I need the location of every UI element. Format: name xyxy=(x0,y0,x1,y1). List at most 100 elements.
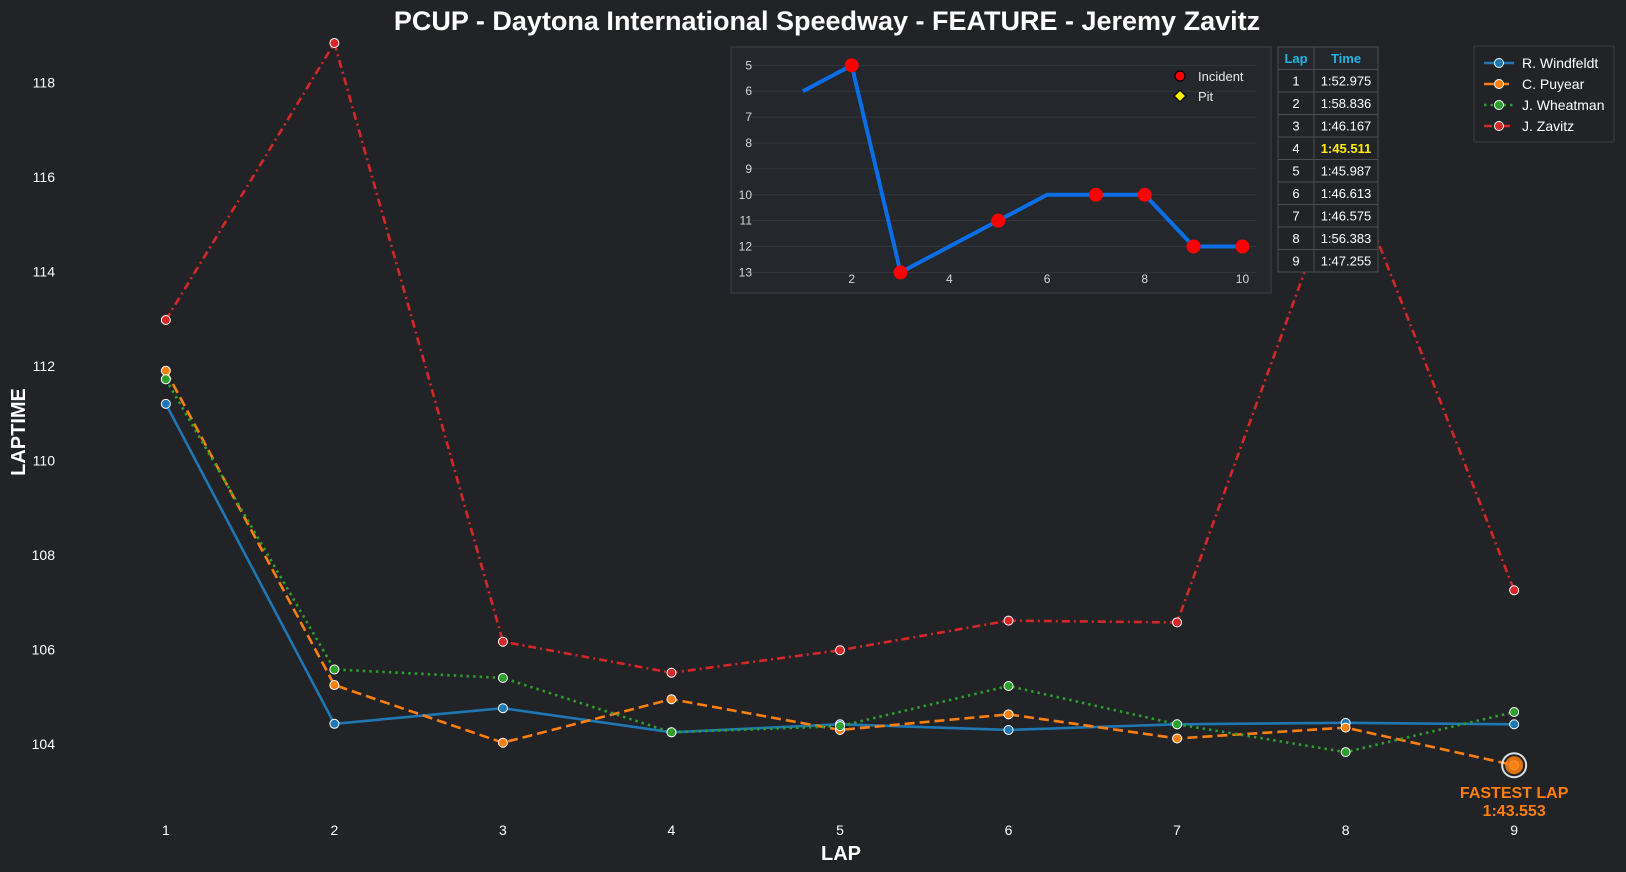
data-point xyxy=(1172,719,1183,730)
x-tick-label: 1 xyxy=(162,822,170,838)
inset-y-tick: 11 xyxy=(740,214,753,228)
data-point xyxy=(160,374,171,385)
data-point xyxy=(497,737,508,748)
inset-position-line xyxy=(801,58,1250,280)
data-point xyxy=(1003,724,1014,735)
legend-marker xyxy=(1494,58,1504,68)
data-point xyxy=(666,727,677,738)
y-tick-label: 114 xyxy=(33,264,56,280)
data-point xyxy=(1340,747,1351,758)
main-series-group xyxy=(160,38,1520,771)
y-tick-label: 110 xyxy=(33,453,56,469)
table-lap-time: 1:46.575 xyxy=(1321,209,1372,224)
data-point xyxy=(666,694,677,705)
series-line xyxy=(164,378,1515,754)
series-line xyxy=(164,370,1515,767)
table-lap-number: 2 xyxy=(1292,96,1299,111)
series-legend: R. Windfeldt C. Puyear J. Wheatman J. Zavit… xyxy=(1473,45,1615,143)
table-lap-time: 1:45.987 xyxy=(1321,164,1372,179)
legend-marker xyxy=(1494,100,1504,110)
inset-y-tick: 5 xyxy=(745,58,752,72)
table-lap-number: 9 xyxy=(1292,254,1299,269)
legend-entry: J. Zavitz xyxy=(1522,118,1574,134)
data-point xyxy=(329,664,340,675)
inset-x-tick: 6 xyxy=(1044,272,1051,286)
y-axis-label: LAPTIME xyxy=(8,388,30,476)
data-point xyxy=(1003,615,1014,626)
inset-legend-entry: Incident xyxy=(1198,69,1244,84)
y-tick-label: 112 xyxy=(33,358,56,374)
data-point xyxy=(1003,709,1014,720)
y-tick-label: 106 xyxy=(32,642,56,658)
data-point xyxy=(1172,733,1183,744)
x-tick-label: 3 xyxy=(499,822,507,838)
inset-y-tick: 12 xyxy=(739,240,753,254)
table-lap-number: 7 xyxy=(1292,209,1299,224)
table-lap-number: 4 xyxy=(1292,141,1299,156)
data-point xyxy=(666,667,677,678)
x-tick-label: 8 xyxy=(1342,822,1350,838)
fastest-lap-label: FASTEST LAP xyxy=(1460,785,1569,802)
table-lap-number: 5 xyxy=(1292,164,1299,179)
table-lap-number: 6 xyxy=(1292,186,1299,201)
inset-y-tick: 9 xyxy=(745,162,752,176)
incident-marker xyxy=(1235,239,1250,254)
data-point xyxy=(1509,706,1520,717)
legend-marker xyxy=(1494,121,1504,131)
data-point xyxy=(1003,680,1014,691)
inset-y-tick: 6 xyxy=(745,84,752,98)
inset-x-tick: 4 xyxy=(946,272,953,286)
data-point xyxy=(160,314,171,325)
table-header-lap: Lap xyxy=(1284,51,1307,66)
x-tick-label: 5 xyxy=(836,822,844,838)
series-line xyxy=(164,41,1516,675)
incident-marker xyxy=(991,213,1006,228)
incident-marker xyxy=(1137,187,1152,202)
y-tick-label: 108 xyxy=(32,547,56,563)
inset-x-tick: 10 xyxy=(1236,272,1250,286)
table-lap-time: 1:46.613 xyxy=(1321,186,1372,201)
table-best-lap-time: 1:45.511 xyxy=(1321,141,1372,156)
legend-entry: C. Puyear xyxy=(1522,76,1585,92)
data-point xyxy=(329,680,340,691)
data-point xyxy=(329,38,340,49)
data-point xyxy=(160,365,171,376)
table-lap-number: 8 xyxy=(1292,231,1299,246)
y-tick-label: 104 xyxy=(32,736,56,752)
legend-entry: J. Wheatman xyxy=(1522,97,1604,113)
series-line xyxy=(164,403,1515,734)
lap-time-table: Lap Time 1 1:52.975 2 1:58.836 3 1:46.167 4 1:45.… xyxy=(1277,46,1379,273)
y-tick-label: 116 xyxy=(33,169,56,185)
inset-frame xyxy=(730,46,1272,294)
table-lap-time: 1:47.255 xyxy=(1321,254,1372,269)
x-tick-label: 4 xyxy=(668,822,676,838)
inset-legend: Incident Pit xyxy=(1173,69,1244,104)
chart-title: PCUP - Daytona International Speedway - … xyxy=(394,6,1260,36)
inset-y-tick: 10 xyxy=(739,188,753,202)
inset-x-tick: 8 xyxy=(1141,272,1148,286)
table-header-time: Time xyxy=(1331,51,1361,66)
table-lap-time: 1:46.167 xyxy=(1321,119,1372,134)
fastest-lap-ring xyxy=(1501,752,1528,779)
x-tick-label: 2 xyxy=(330,822,338,838)
x-tick-label: 6 xyxy=(1005,822,1013,838)
x-tick-label: 7 xyxy=(1173,822,1181,838)
table-lap-time: 1:52.975 xyxy=(1321,74,1372,89)
data-point xyxy=(497,703,508,714)
position-inset: 5 6 7 8 9 10 11 12 13 2 4 6 8 10 Incident Pit xyxy=(730,46,1272,294)
incident-marker xyxy=(1186,239,1201,254)
inset-y-tick: 8 xyxy=(745,136,752,150)
incident-marker xyxy=(844,58,859,73)
incident-marker xyxy=(1088,187,1103,202)
data-point xyxy=(835,645,845,656)
data-point xyxy=(1509,585,1520,596)
inset-x-tick: 2 xyxy=(848,272,855,286)
data-point xyxy=(835,721,845,732)
table-lap-number: 3 xyxy=(1292,119,1299,134)
legend-marker xyxy=(1494,79,1504,89)
inset-grid xyxy=(746,64,1256,273)
